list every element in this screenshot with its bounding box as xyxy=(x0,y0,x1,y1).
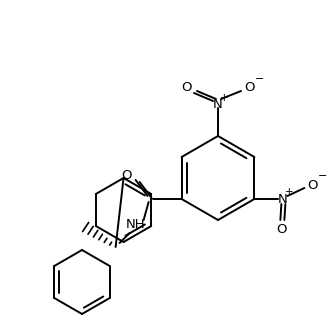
Text: NH: NH xyxy=(126,218,145,231)
Text: −: − xyxy=(318,171,327,181)
Text: O: O xyxy=(276,222,287,235)
Text: N: N xyxy=(277,192,287,205)
Text: O: O xyxy=(307,178,318,191)
Text: O: O xyxy=(245,80,255,94)
Text: O: O xyxy=(121,168,132,181)
Text: N: N xyxy=(213,98,223,111)
Text: O: O xyxy=(182,80,192,94)
Text: +: + xyxy=(220,93,229,103)
Text: +: + xyxy=(285,187,294,197)
Text: −: − xyxy=(255,74,265,84)
